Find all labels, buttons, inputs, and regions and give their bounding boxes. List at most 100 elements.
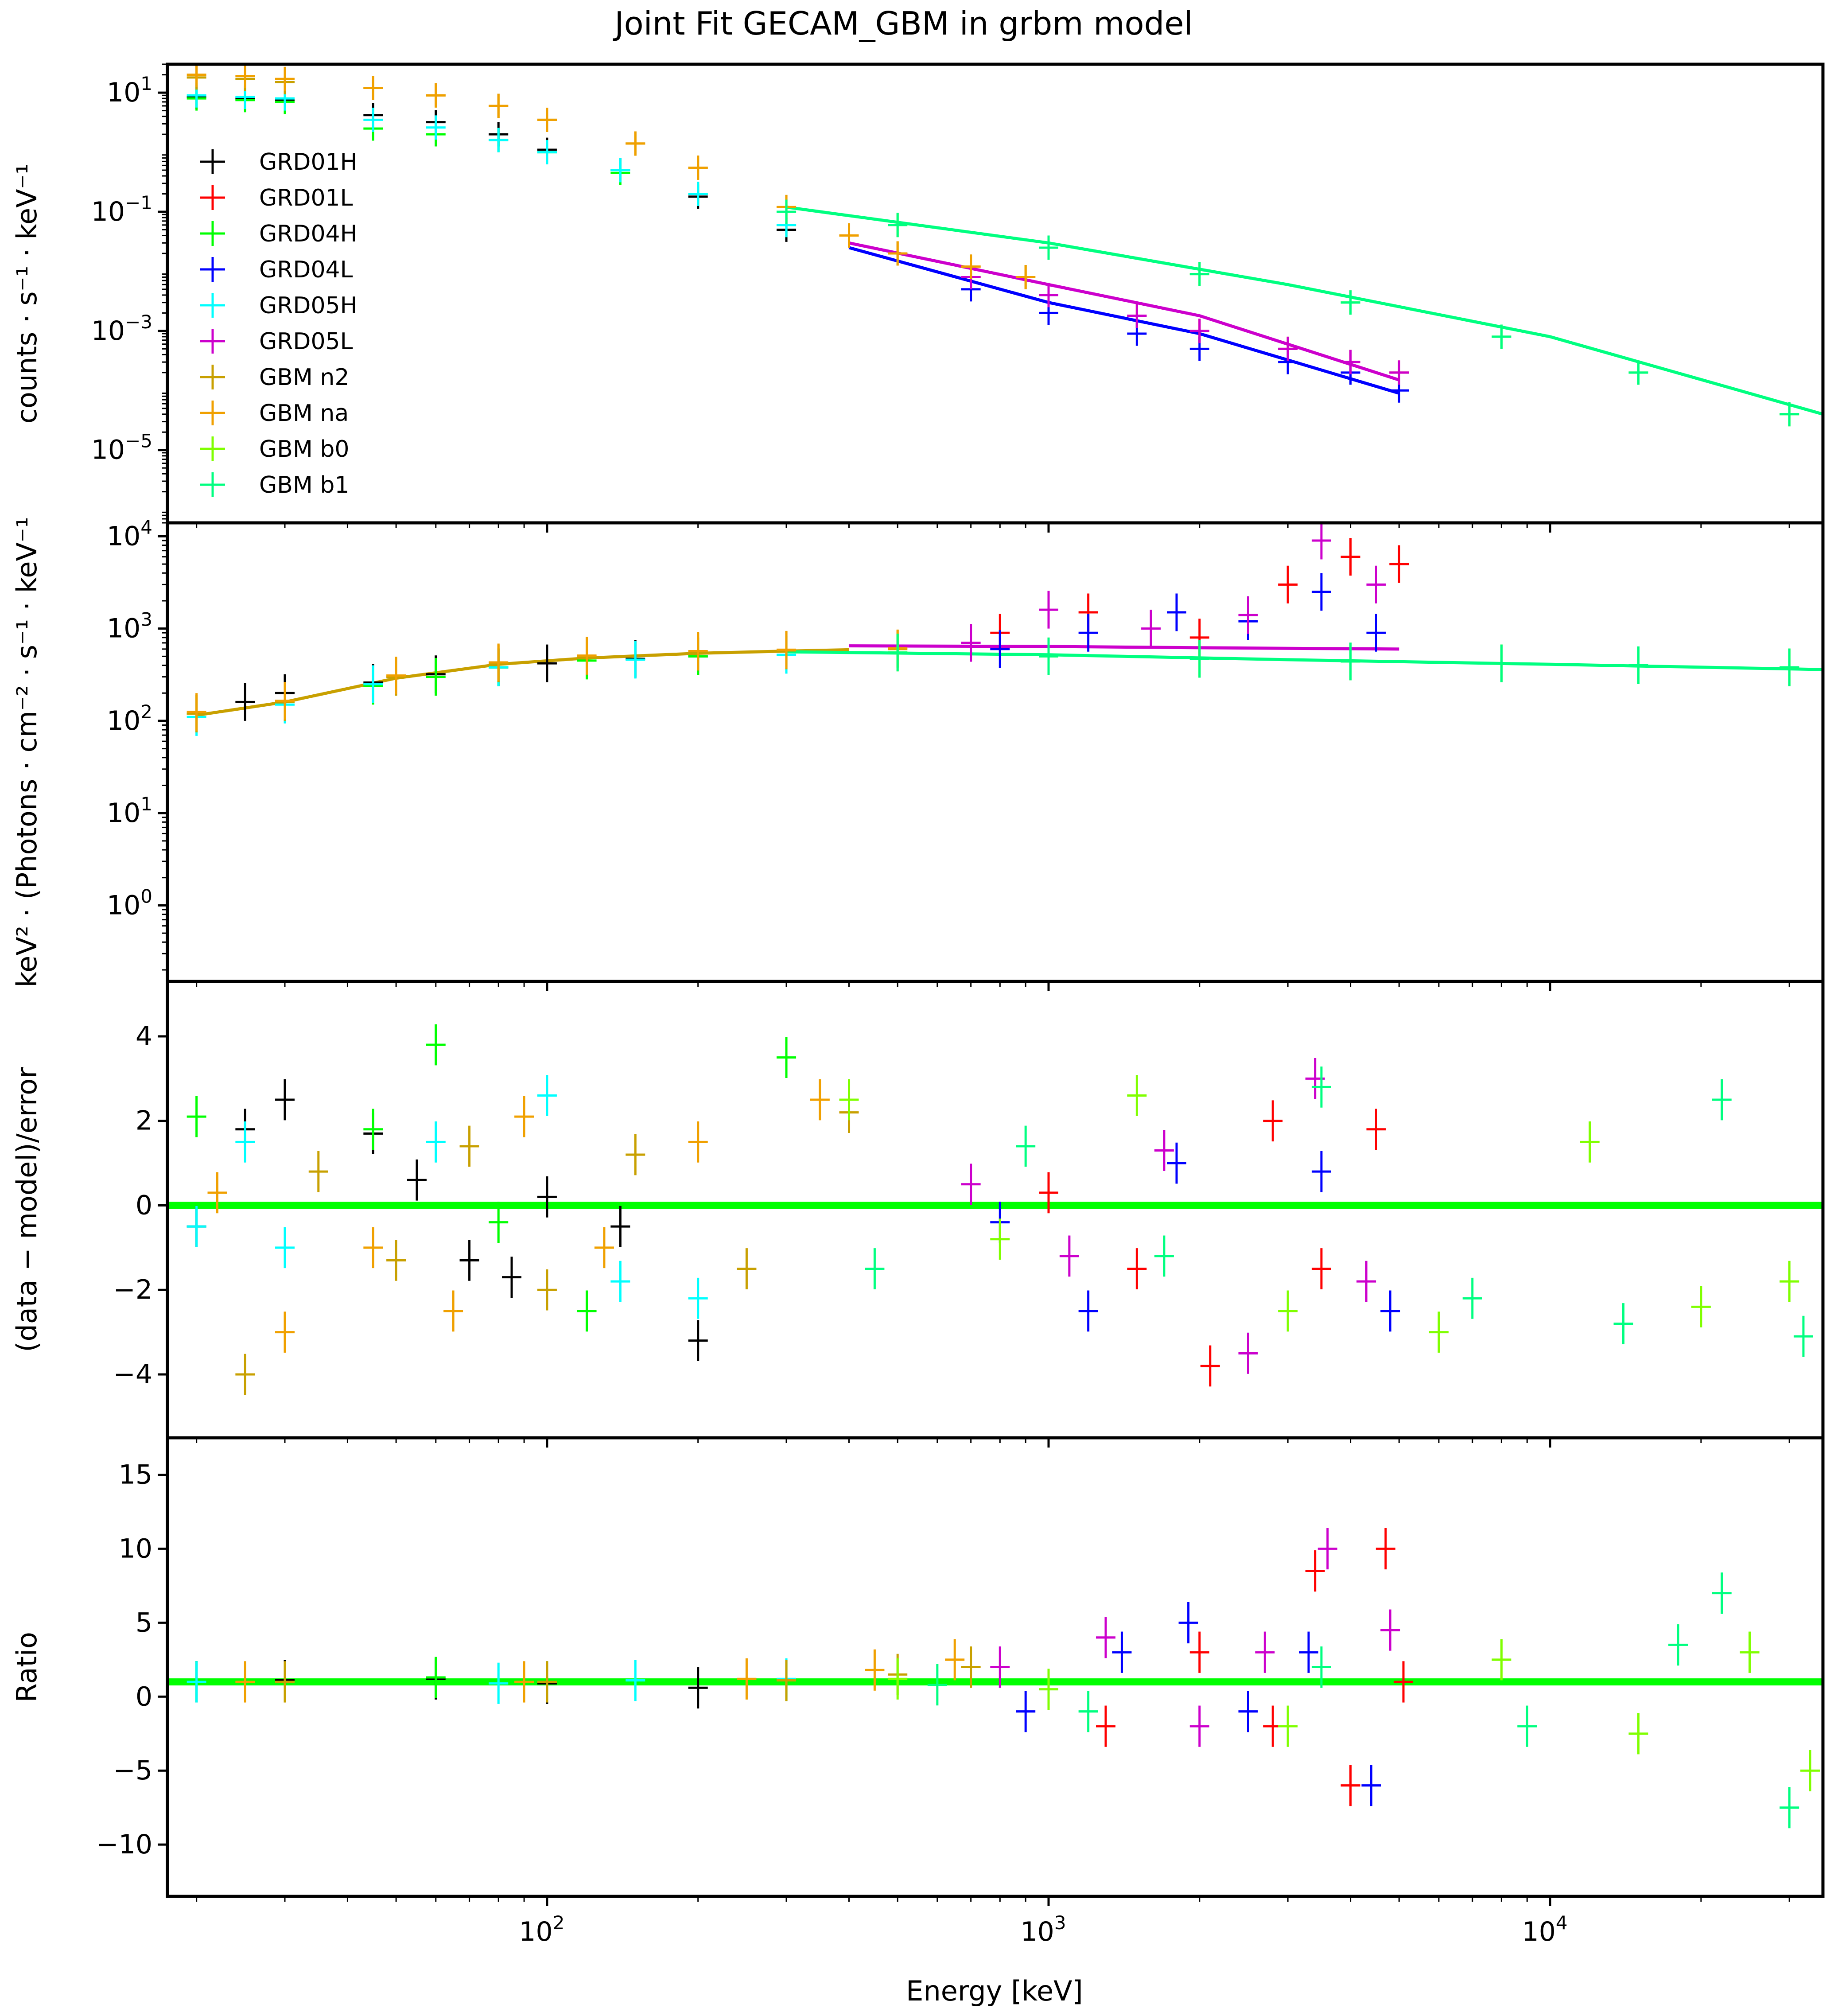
data-point-residuals-grd05l [1059, 1235, 1079, 1277]
data-point-residuals-grd01l [1366, 1109, 1386, 1150]
data-point-residuals-grd04l [1166, 1142, 1186, 1184]
y-tick-label-nufnu-4: 100 [107, 885, 152, 921]
data-point-ratio-gbm-na [235, 1661, 255, 1703]
data-point-residuals-grd01l [1263, 1100, 1283, 1142]
data-point-counts-gbm-na [961, 254, 981, 279]
data-point-nufnu-grd05l [1238, 596, 1258, 634]
data-point-nufnu-grd05l [961, 624, 981, 662]
data-point-residuals-grd05h [187, 1206, 206, 1247]
data-point-ratio-gbm-na [865, 1649, 885, 1691]
data-point-ratio-gbm-na [737, 1658, 757, 1700]
data-point-residuals-gbm-n2 [235, 1354, 255, 1395]
legend-label-grd04h: GRD04H [259, 221, 357, 247]
panel-nufnu-frame [166, 521, 1825, 983]
data-point-nufnu-gbm-b1 [1189, 640, 1209, 678]
data-point-residuals-gbm-b0 [1278, 1290, 1298, 1332]
y-axis-label-nufnu: keV² · (Photons · cm⁻² · s⁻¹ · keV⁻¹ [11, 517, 43, 987]
data-point-residuals-gbm-b0 [1429, 1312, 1449, 1353]
data-point-nufnu-gbm-b1 [1628, 646, 1648, 685]
data-point-ratio-gbm-n2 [777, 1659, 797, 1701]
y-tick-label-nufnu-0: 104 [107, 516, 152, 552]
data-point-ratio-grd04l [1178, 1602, 1198, 1643]
data-point-nufnu-grd01l [1341, 538, 1360, 576]
data-point-ratio-gbm-b0 [1039, 1669, 1059, 1710]
data-point-residuals-grd01h [275, 1079, 295, 1121]
data-point-counts-grd05l [1189, 319, 1209, 343]
y-tick-label-ratio-2: 5 [136, 1607, 152, 1638]
data-point-counts-gbm-na [537, 107, 557, 132]
data-point-residuals-grd04h [363, 1109, 383, 1150]
y-tick-label-nufnu-1: 103 [107, 609, 152, 644]
data-point-nufnu-grd04h [426, 658, 446, 696]
panel-counts-data [187, 64, 1823, 427]
model-line-counts-1 [848, 241, 1400, 381]
panel-nufnu-data [187, 523, 1823, 736]
data-point-residuals-gbm-b1 [1016, 1125, 1036, 1167]
panel-counts-frame [166, 62, 1825, 525]
data-point-nufnu-grd04l [1311, 573, 1331, 611]
data-point-ratio-grd05l [1189, 1705, 1209, 1747]
data-point-residuals-grd05h [275, 1227, 295, 1269]
data-point-ratio-grd05h [489, 1662, 509, 1704]
data-point-residuals-grd01h [407, 1159, 427, 1201]
y-axis-label-residuals: (data − model)/error [11, 1067, 43, 1352]
model-line-nufnu-2 [786, 650, 1823, 671]
x-tick-label-0: 102 [519, 1912, 564, 1947]
data-point-ratio-gbm-na [945, 1639, 965, 1681]
data-point-ratio-grd05h [626, 1659, 645, 1701]
data-point-nufnu-grd05l [1311, 523, 1331, 560]
data-point-residuals-grd05l [1356, 1261, 1376, 1302]
data-point-residuals-gbm-b0 [1691, 1286, 1711, 1327]
data-point-ratio-grd05h [187, 1661, 206, 1703]
x-tick-label-1: 103 [1020, 1912, 1066, 1947]
data-point-ratio-grd05l [1380, 1609, 1400, 1651]
data-point-residuals-gbm-na [275, 1312, 295, 1353]
legend-entry-gbm-b1: GBM b1 [200, 472, 349, 498]
data-point-residuals-grd01h [537, 1176, 557, 1218]
data-point-counts-gbm-na [275, 66, 295, 91]
data-point-residuals-grd05h [235, 1121, 255, 1163]
data-point-residuals-grd01l [1039, 1172, 1059, 1214]
data-point-counts-gbm-na [626, 131, 645, 156]
data-point-residuals-gbm-n2 [537, 1269, 557, 1311]
data-point-nufnu-grd05h [363, 665, 383, 703]
data-point-residuals-gbm-b0 [1580, 1121, 1600, 1163]
data-point-nufnu-gbm-b1 [888, 634, 908, 672]
legend-label-grd04l: GRD04L [259, 257, 353, 283]
data-point-ratio-gbm-b0 [1278, 1705, 1298, 1747]
data-point-nufnu-grd04l [1366, 614, 1386, 652]
legend-label-gbm-na: GBM na [259, 400, 349, 427]
y-tick-label-nufnu-2: 102 [107, 701, 152, 736]
data-point-residuals-grd01l [1200, 1345, 1220, 1387]
legend-label-gbm-b0: GBM b0 [259, 436, 349, 463]
data-point-nufnu-gbm-na [386, 657, 406, 695]
y-axis-label-counts: counts · s⁻¹ · keV⁻¹ [11, 163, 43, 424]
y-tick-label-ratio-1: 10 [119, 1533, 152, 1564]
data-point-residuals-grd05h [688, 1277, 708, 1319]
data-point-counts-gbm-b1 [1628, 360, 1648, 385]
data-point-nufnu-gbm-b1 [1780, 648, 1799, 686]
data-point-ratio-gbm-b1 [1668, 1624, 1688, 1666]
legend-entry-grd01l: GRD01L [200, 185, 353, 211]
data-point-residuals-grd05h [426, 1121, 446, 1163]
legend-label-grd05l: GRD05L [259, 328, 353, 355]
data-point-ratio-grd05l [1096, 1617, 1115, 1658]
data-point-ratio-grd04l [1112, 1631, 1132, 1673]
model-line-nufnu-0 [196, 648, 849, 717]
data-point-ratio-grd05l [1255, 1631, 1275, 1673]
data-point-nufnu-gbm-na [688, 632, 708, 670]
data-point-residuals-gbm-b1 [1462, 1277, 1482, 1319]
data-point-ratio-grd04l [1299, 1631, 1318, 1673]
data-point-residuals-gbm-na [514, 1096, 534, 1137]
data-point-residuals-grd01h [459, 1240, 479, 1281]
data-point-ratio-grd01l [1305, 1550, 1325, 1592]
data-point-nufnu-grd05l [1039, 591, 1059, 629]
data-point-nufnu-grd05l [1141, 610, 1161, 648]
data-point-counts-grd05l [1341, 350, 1360, 374]
data-point-residuals-grd05l [1238, 1332, 1258, 1374]
x-axis-label: Energy [keV] [906, 1975, 1083, 2007]
data-point-counts-grd05l [1127, 304, 1147, 328]
y-tick-label-ratio-5: −10 [96, 1829, 152, 1860]
data-point-residuals-grd01h [688, 1320, 708, 1361]
